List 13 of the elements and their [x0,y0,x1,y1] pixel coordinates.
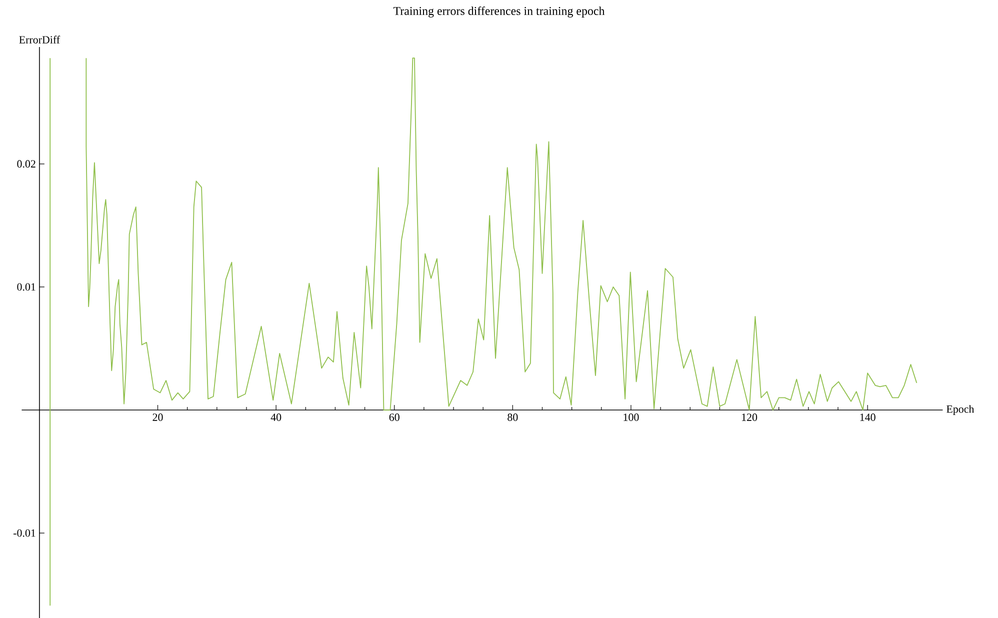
chart-title: Training errors differences in training epoch [393,6,605,18]
x-tick-label: 100 [624,413,639,421]
y-axis-title: ErrorDiff [19,35,60,44]
x-tick-label: 120 [742,413,758,421]
y-tick-label: 0.02 [17,160,36,168]
x-tick-label: 140 [860,413,876,421]
y-tick-label: -0.01 [14,529,36,537]
y-tick-label: 0.01 [17,283,36,290]
x-tick-label: 80 [508,413,518,421]
x-tick-label: 20 [152,413,163,421]
x-axis-title: Epoch [946,404,974,415]
x-tick-label: 60 [389,413,400,421]
x-tick-label: 40 [270,413,282,421]
